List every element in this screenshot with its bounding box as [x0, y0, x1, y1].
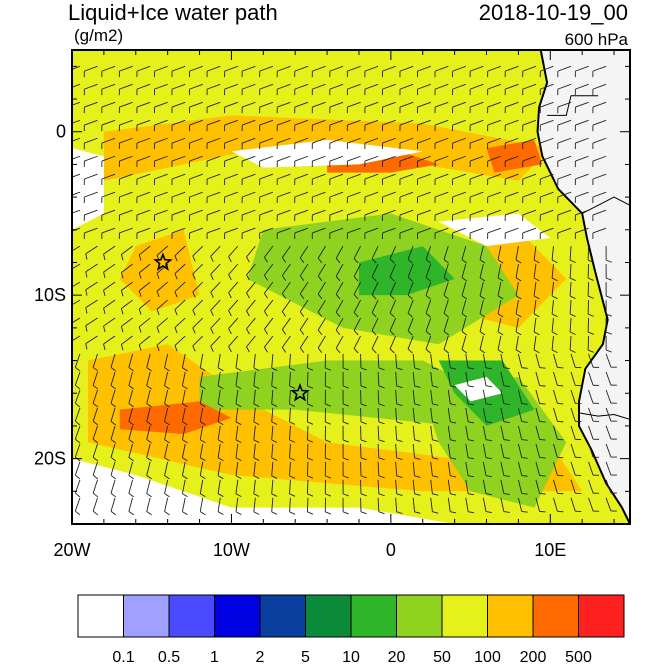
- lon-tick-label: 10W: [213, 540, 250, 560]
- lat-tick-label: 0: [56, 122, 66, 142]
- colorbar-swatch: [532, 594, 579, 638]
- star-marker-2: [290, 382, 310, 402]
- colorbar-label: 100: [474, 649, 501, 666]
- lat-tick-label: 20S: [34, 449, 66, 469]
- colorbar-swatch: [350, 594, 397, 638]
- colorbar-swatch: [487, 594, 534, 638]
- colorbar-label: 200: [520, 649, 547, 666]
- datetime-label: 2018-10-19_00: [478, 0, 628, 25]
- colorbar-label: 500: [565, 649, 592, 666]
- colorbar: 0.1 0.5 1 2 5 10 20 50 100 200 500: [77, 594, 625, 666]
- colorbar-swatch: [214, 594, 261, 638]
- colorbar-label: 50: [433, 649, 451, 666]
- colorbar-swatch: [259, 594, 306, 638]
- lon-tick-label: 10E: [534, 540, 566, 560]
- coastline: [536, 50, 630, 524]
- lat-tick-label: 10S: [34, 285, 66, 305]
- lon-tick-label: 0: [386, 540, 396, 560]
- wind-barbs: [72, 65, 617, 516]
- axis-ticks: 20W 10W 0 10E 0 10S 20S: [34, 50, 630, 560]
- colorbar-swatch: [578, 594, 625, 638]
- colorbar-label: 1: [210, 649, 219, 666]
- colorbar-swatch: [396, 594, 443, 638]
- star-marker-1: [153, 252, 173, 271]
- colorbar-swatch: [77, 594, 124, 638]
- colorbar-swatch: [123, 594, 170, 638]
- markers-layer: [153, 252, 310, 402]
- colorbar-label: 20: [388, 649, 406, 666]
- colorbar-label: 0.5: [158, 649, 180, 666]
- units-label: (g/m2): [74, 26, 124, 45]
- lon-tick-label: 20W: [53, 540, 90, 560]
- map-frame: [71, 49, 631, 525]
- colorbar-label: 0.1: [112, 649, 134, 666]
- map-title: Liquid+Ice water path: [68, 0, 278, 25]
- water-path-field: [72, 50, 630, 524]
- pressure-level-label: 600 hPa: [564, 30, 628, 49]
- colorbar-swatch: [168, 594, 215, 638]
- colorbar-swatch: [441, 594, 488, 638]
- colorbar-label: 2: [256, 649, 265, 666]
- colorbar-label: 10: [342, 649, 360, 666]
- colorbar-label: 5: [301, 649, 310, 666]
- colorbar-swatch: [305, 594, 352, 638]
